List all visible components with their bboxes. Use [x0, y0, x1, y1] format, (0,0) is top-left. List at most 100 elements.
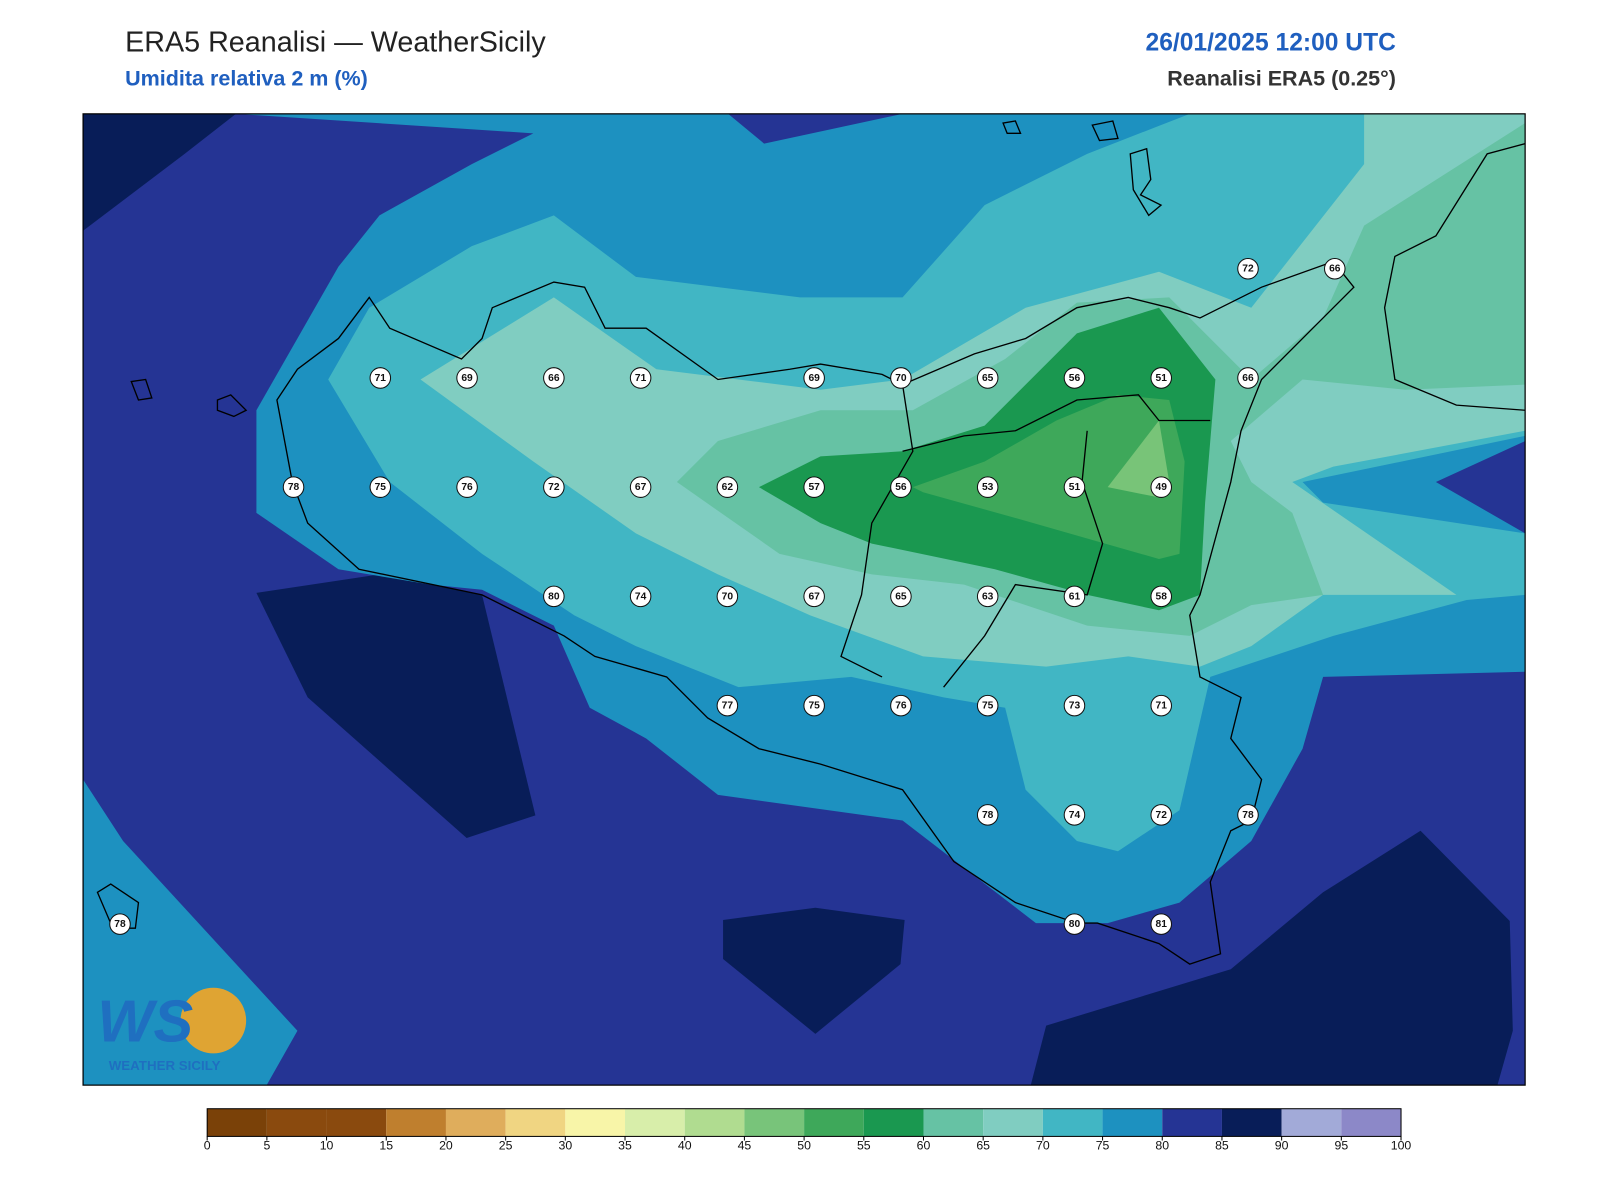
station-value: 72: [1156, 810, 1168, 821]
station-value: 53: [982, 482, 994, 493]
station-marker: [456, 476, 478, 498]
colorbar-bin: [1102, 1108, 1163, 1137]
colorbar-bin: [923, 1108, 984, 1137]
island: [1091, 120, 1119, 142]
colorbar-bin: [1341, 1108, 1402, 1137]
station-value: 73: [1069, 701, 1081, 712]
station-value: 74: [635, 591, 647, 602]
station-marker: [803, 476, 825, 498]
station-marker: [456, 367, 478, 389]
colorbar-tick-label: 30: [558, 1138, 572, 1152]
station-marker: [890, 367, 912, 389]
station-value: 56: [895, 482, 907, 493]
colorbar-tick-label: 100: [1391, 1138, 1412, 1152]
colorbar-tick-label: 75: [1096, 1138, 1110, 1152]
station-marker: [976, 476, 999, 498]
colorbar-bin: [445, 1108, 506, 1137]
station-value: 63: [982, 591, 994, 602]
station-value: 74: [1069, 810, 1081, 821]
colorbar-tick-label: 40: [678, 1138, 692, 1152]
station-marker: [976, 694, 999, 717]
station-value: 67: [808, 591, 820, 602]
station-marker: [1150, 367, 1172, 389]
station-marker: [1237, 367, 1259, 389]
colorbar-tick-label: 20: [439, 1138, 453, 1152]
station-value: 70: [722, 591, 734, 602]
station-marker: [282, 476, 305, 498]
colorbar-bin: [684, 1108, 745, 1137]
colorbar-tick-label: 80: [1155, 1138, 1169, 1152]
station-value: 72: [1242, 264, 1254, 275]
colorbar: 0 5 10 15 20 25 30 35 40 45 50 55 60 65 70 75 80 85 90 95 10…: [204, 1108, 1412, 1152]
station-marker: [1063, 694, 1086, 717]
colorbar-tick-label: 65: [976, 1138, 990, 1152]
station-value: 51: [1156, 373, 1168, 384]
station-value: 71: [635, 373, 647, 384]
station-value: 70: [895, 373, 907, 384]
station-marker: [543, 476, 565, 498]
colorbar-bin: [804, 1108, 864, 1137]
colorbar-bin: [1221, 1108, 1282, 1137]
station-value: 78: [1242, 810, 1254, 821]
title: ERA5 Reanalisi — WeatherSicily: [125, 27, 546, 59]
station-value: 69: [461, 373, 473, 384]
colorbar-tick-label: 95: [1334, 1138, 1348, 1152]
logo-text: WEATHER SICILY: [109, 1058, 221, 1073]
station-marker: [803, 585, 825, 608]
colorbar-tick-label: 45: [738, 1138, 752, 1152]
station-value: 51: [1069, 482, 1081, 493]
station-value: 66: [1329, 264, 1341, 275]
station-value: 75: [375, 482, 387, 493]
station-marker: [629, 367, 652, 389]
station-marker: [1063, 913, 1086, 935]
station-marker: [1063, 804, 1086, 826]
station-value: 77: [722, 701, 734, 712]
contour-50: [1107, 420, 1170, 498]
station-value: 75: [808, 701, 820, 712]
station-value: 66: [1242, 373, 1254, 384]
station-marker: [629, 585, 652, 608]
station-value: 80: [548, 591, 560, 602]
datetime: 26/01/2025 12:00 UTC: [1146, 30, 1397, 57]
stations: 72 66 71 69 66 71 69 70 65 56 51 66 78 75 76 72 67 62 57 56…: [109, 257, 1346, 935]
station-value: 78: [114, 919, 126, 930]
station-value: 71: [1156, 701, 1168, 712]
contour-55: [912, 394, 1185, 559]
station-marker: [1150, 476, 1172, 498]
station-marker: [1150, 694, 1172, 717]
station-value: 65: [895, 591, 907, 602]
station-value: 49: [1156, 482, 1168, 493]
sicily-coast: [276, 260, 1355, 965]
station-value: 65: [982, 373, 994, 384]
island: [1129, 147, 1163, 217]
station-marker: [629, 476, 652, 498]
station-value: 76: [461, 482, 473, 493]
contour-90: [1030, 830, 1513, 1086]
station-marker: [109, 913, 131, 935]
station-value: 61: [1069, 591, 1081, 602]
station-value: 67: [635, 482, 647, 493]
province-border: [902, 394, 1211, 452]
station-value: 75: [982, 701, 994, 712]
station-marker: [1150, 913, 1172, 935]
station-marker: [1237, 804, 1259, 826]
station-marker: [976, 585, 999, 608]
station-value: 69: [808, 373, 820, 384]
station-marker: [976, 367, 999, 389]
station-value: 72: [548, 482, 560, 493]
station-value: 81: [1156, 919, 1168, 930]
station-marker: [543, 585, 565, 608]
station-value: 58: [1156, 591, 1168, 602]
station-marker: [716, 694, 739, 717]
source: Reanalisi ERA5 (0.25°): [1167, 67, 1396, 91]
station-marker: [369, 367, 392, 389]
station-value: 66: [548, 373, 560, 384]
colorbar-bin: [863, 1108, 924, 1137]
contour-90: [723, 907, 905, 1034]
colorbar-tick-label: 5: [263, 1138, 270, 1152]
station-value: 78: [982, 810, 994, 821]
station-value: 80: [1069, 919, 1081, 930]
station-marker: [1150, 585, 1172, 608]
station-value: 56: [1069, 373, 1081, 384]
